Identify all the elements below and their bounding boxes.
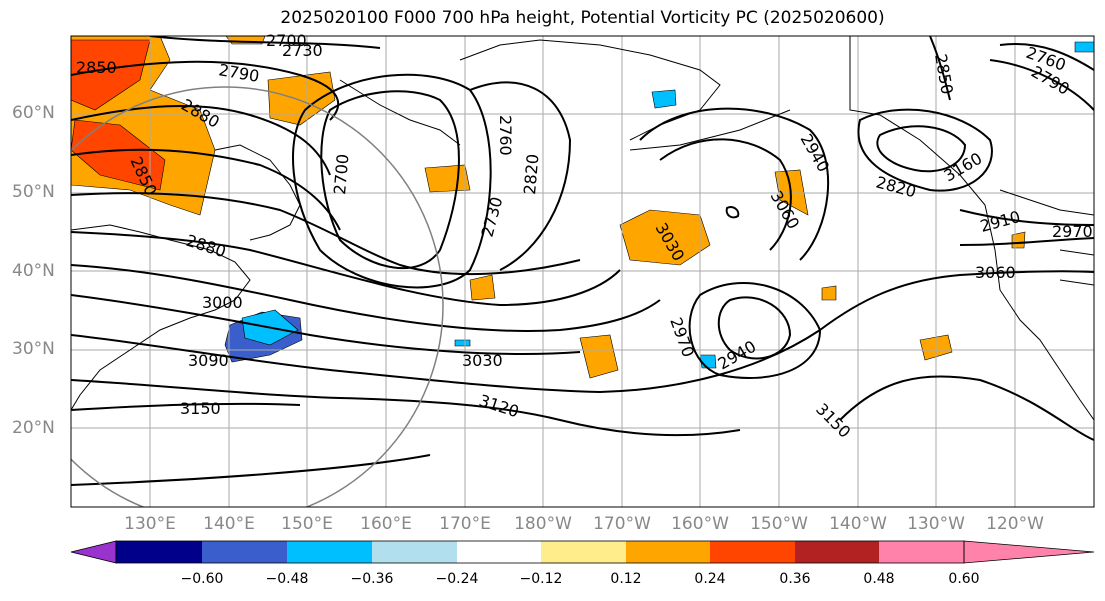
- colorbar-segment: [879, 541, 964, 563]
- contour-label: 2820: [520, 153, 542, 195]
- lon-label: 150°W: [750, 514, 808, 534]
- range-circle: [71, 86, 444, 507]
- coastlines: [71, 36, 1094, 421]
- colorbar-tick-label: −0.36: [350, 571, 394, 587]
- colorbar-tick-label: 0.60: [948, 571, 980, 587]
- colorbar-extend-low: [70, 540, 117, 564]
- colorbar-segment: [626, 541, 710, 563]
- pv-orange-4: [579, 334, 619, 379]
- pv-orange-5: [469, 274, 496, 301]
- lat-label-60n: 60°N: [12, 103, 55, 123]
- contour-label: 2970: [1052, 222, 1093, 241]
- pv-orange-1: [424, 164, 471, 193]
- pv-orange-9: [821, 285, 837, 301]
- contour-label: 3030: [462, 351, 503, 370]
- colorbar-tick-label: 0.48: [863, 571, 895, 587]
- contour-label: 3060: [975, 263, 1016, 282]
- colorbar-tick-label: −0.12: [519, 571, 563, 587]
- contour-label: 3000: [202, 293, 243, 312]
- contour-label: 2700: [266, 31, 307, 50]
- colorbar-tick-label: −0.60: [180, 571, 224, 587]
- colorbar-segment: [795, 541, 879, 563]
- pv-cyan-3: [1074, 41, 1094, 53]
- lat-label-50n: 50°N: [12, 182, 55, 202]
- graticule: [71, 36, 1094, 507]
- colorbar-segment: [116, 541, 202, 563]
- lat-label-40n: 40°N: [12, 261, 55, 281]
- lat-label-30n: 30°N: [12, 339, 55, 359]
- colorbar-tick-label: 0.24: [694, 571, 726, 587]
- pv-orange-kamchatka: [267, 71, 336, 126]
- contour-label: 3150: [180, 399, 221, 418]
- colorbar-tick-label: −0.24: [435, 571, 479, 587]
- colorbar-tick-label: 0.36: [779, 571, 811, 587]
- pv-cyan-1: [454, 339, 471, 347]
- contour-label: 2760: [496, 115, 515, 156]
- lon-label: 160°E: [360, 514, 412, 534]
- lon-label: 130°E: [124, 514, 176, 534]
- pv-orange-8: [1011, 231, 1026, 249]
- lon-label: 160°W: [671, 514, 729, 534]
- colorbar-tick-label: 0.12: [610, 571, 642, 587]
- contour-label: 2850: [76, 58, 117, 77]
- contour-label: 3090: [188, 351, 229, 370]
- lon-label: 170°W: [593, 514, 651, 534]
- colorbar-tick-label: −0.48: [265, 571, 309, 587]
- lon-label: 140°W: [829, 514, 887, 534]
- colorbar-segment: [372, 541, 457, 563]
- colorbar-segment: [202, 541, 287, 563]
- colorbar: [70, 540, 1095, 564]
- lon-label: 170°E: [439, 514, 491, 534]
- contour-label: 2730: [282, 41, 323, 60]
- lon-label: 120°W: [986, 514, 1044, 534]
- lon-label: 130°W: [907, 514, 965, 534]
- colorbar-segment: [287, 541, 372, 563]
- lat-label-20n: 20°N: [12, 418, 55, 438]
- map-title: 2025020100 F000 700 hPa height, Potentia…: [280, 8, 885, 28]
- lon-label: 150°E: [281, 514, 333, 534]
- colorbar-segment: [710, 541, 795, 563]
- lon-label: 180°W: [514, 514, 572, 534]
- contour-label: 2700: [330, 153, 352, 195]
- colorbar-extend-high: [963, 540, 1095, 564]
- lon-label: 140°E: [203, 514, 255, 534]
- colorbar-segment: [541, 541, 626, 563]
- pv-cyan-alaska: [651, 89, 677, 109]
- height-contours: [71, 36, 1094, 486]
- pv-orange-2: [619, 209, 711, 266]
- colorbar-segment: [457, 541, 541, 563]
